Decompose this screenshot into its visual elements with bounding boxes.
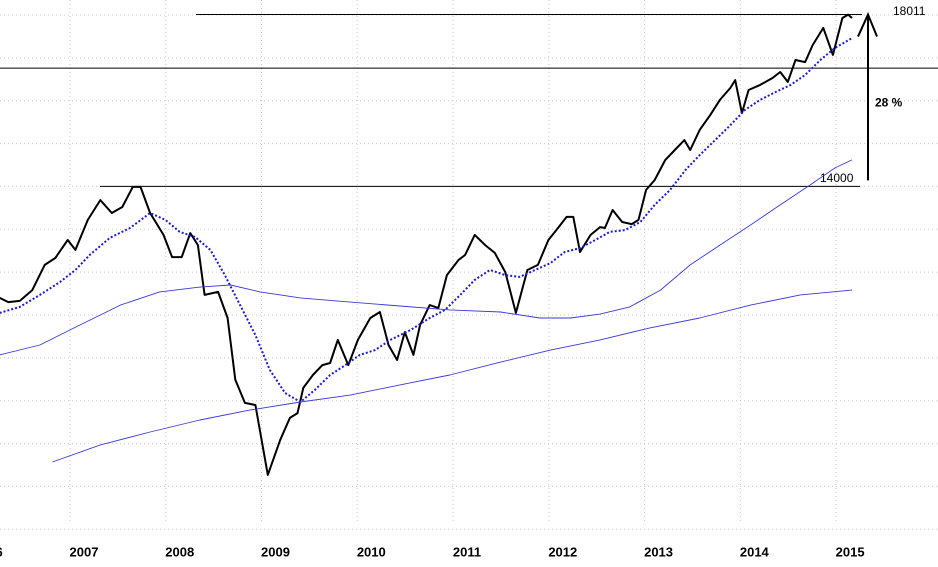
x-tick-label: 2006 (0, 544, 3, 559)
x-tick-label: 2011 (453, 544, 481, 559)
x-tick-label: 2010 (357, 544, 386, 559)
arrow-head (857, 12, 878, 37)
x-tick-label: 2007 (70, 544, 99, 559)
level-label: 18011 (893, 4, 926, 18)
x-tick-label: 2013 (644, 544, 673, 559)
x-tick-label: 2009 (261, 544, 290, 559)
arrow-label: 28 % (875, 96, 903, 110)
series-line (0, 159, 853, 356)
series-line (0, 37, 853, 403)
series-line (52, 289, 853, 463)
x-tick-label: 2015 (836, 544, 865, 559)
x-tick-label: 2014 (740, 544, 770, 559)
level-label: 14000 (820, 171, 854, 185)
x-tick-label: 2012 (548, 544, 577, 559)
series-line (0, 13, 853, 476)
x-tick-label: 2008 (165, 544, 194, 559)
